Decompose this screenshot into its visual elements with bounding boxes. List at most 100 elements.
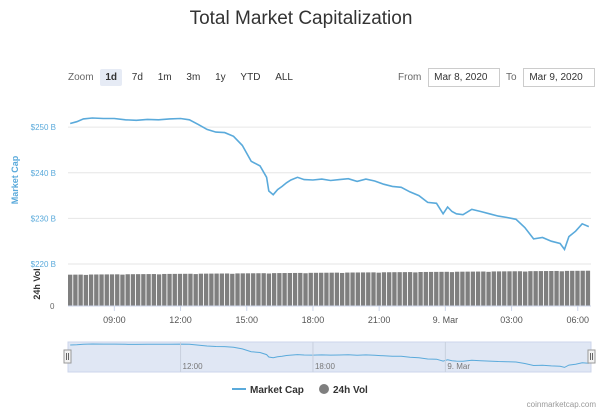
volume-bar <box>104 274 109 306</box>
x-axis-ticks: 09:00 12:00 15:00 18:00 21:00 9. Mar 03:00 06:0… <box>103 306 589 325</box>
volume-bar <box>193 274 198 306</box>
to-date-input[interactable]: Mar 9, 2020 <box>523 68 596 87</box>
volume-bar <box>449 272 455 306</box>
volume-bar <box>235 273 240 306</box>
volume-bar <box>381 272 387 306</box>
x-tick-label: 06:00 <box>566 315 589 325</box>
volume-bar <box>470 271 476 306</box>
volume-bar <box>292 272 298 306</box>
volume-bar <box>434 271 439 306</box>
market-cap-line <box>69 117 590 252</box>
volume-bar <box>428 271 434 306</box>
volume-bar <box>183 273 188 306</box>
navigator-ticks: 12:00 18:00 9. Mar <box>180 342 470 372</box>
volume-bar <box>266 273 272 306</box>
x-tick-label: 18:00 <box>302 315 325 325</box>
volume-bar <box>366 272 371 306</box>
y-tick-label: $220 B <box>31 260 56 269</box>
legend-label-24h-vol: 24h Vol <box>333 385 368 396</box>
volume-bars <box>68 270 591 306</box>
volume-bar <box>496 271 502 306</box>
navigator-right-handle[interactable] <box>587 349 596 364</box>
volume-bar <box>465 271 470 306</box>
volume-bar <box>135 274 141 306</box>
navigator-selection[interactable] <box>67 341 592 373</box>
volume-bar <box>94 274 99 306</box>
zoom-button-1d[interactable]: 1d <box>100 69 123 86</box>
y-tick-label: $250 B <box>31 123 56 132</box>
volume-bar <box>188 273 193 306</box>
zoom-button-3m[interactable]: 3m <box>186 72 201 83</box>
volume-bar <box>162 273 167 306</box>
volume-bar <box>517 271 523 306</box>
zoom-button-1m[interactable]: 1m <box>157 72 172 83</box>
chart-title: Total Market Capitalization <box>189 8 413 29</box>
volume-bar <box>313 272 319 306</box>
zoom-label: Zoom <box>68 72 94 83</box>
credit-link[interactable]: coinmarketcap.com <box>526 400 596 409</box>
zoom-button-7d[interactable]: 7d <box>131 72 143 83</box>
volume-bar <box>203 273 209 306</box>
volume-bar <box>156 274 162 306</box>
volume-bar <box>402 272 408 306</box>
navigator-left-handle[interactable] <box>63 349 72 364</box>
zoom-controls: Zoom 1d 7d 1m 3m 1y YTD ALL <box>68 69 300 86</box>
volume-bar <box>575 270 580 306</box>
volume-bar <box>491 271 496 306</box>
volume-bar <box>423 271 428 306</box>
volume-bar <box>271 273 277 306</box>
volume-bar <box>549 271 554 306</box>
volume-bar <box>146 274 151 306</box>
volume-bar <box>319 272 324 306</box>
volume-bar <box>559 271 564 306</box>
zoom-button-ytd[interactable]: YTD <box>240 72 261 83</box>
y-axis-label: Market Cap <box>10 155 20 204</box>
volume-bar <box>554 270 559 306</box>
volume-bar <box>360 272 366 306</box>
volume-bar <box>198 273 204 306</box>
volume-bar <box>73 274 78 306</box>
zoom-button-all[interactable]: ALL <box>275 72 293 83</box>
x-tick-label: 21:00 <box>368 315 391 325</box>
y-axis-ticks: $220 B $230 B $240 B $250 B <box>31 123 56 269</box>
volume-bar <box>329 272 334 306</box>
volume-bar <box>78 274 83 306</box>
volume-bar <box>256 273 261 306</box>
y-tick-label: $240 B <box>31 169 56 178</box>
volume-bar <box>481 271 486 306</box>
volume-bar <box>209 273 214 306</box>
volume-bar <box>261 273 266 306</box>
to-range: To Mar 9, 2020 <box>506 68 596 87</box>
volume-bar <box>230 273 235 306</box>
volume-bar <box>68 274 73 306</box>
volume-bar <box>167 273 172 306</box>
volume-bar <box>308 272 313 306</box>
volume-bar <box>109 274 115 306</box>
volume-bar <box>407 272 413 306</box>
volume-bar <box>177 273 183 306</box>
volume-bar <box>277 273 282 306</box>
zoom-button-1y[interactable]: 1y <box>215 72 226 83</box>
volume-bar <box>523 271 528 306</box>
volume-bar <box>345 272 350 306</box>
from-date-input[interactable]: Mar 8, 2020 <box>428 68 501 87</box>
volume-bar <box>585 270 591 306</box>
from-range: From Mar 8, 2020 <box>398 68 501 87</box>
volume-bar <box>83 274 89 306</box>
navigator-tick-label: 18:00 <box>315 362 336 371</box>
volume-bar <box>397 272 402 306</box>
from-label: From <box>398 72 422 83</box>
volume-bar <box>580 270 585 306</box>
legend-item-24h-vol[interactable]: 24h Vol <box>319 384 368 396</box>
legend-item-market-cap[interactable]: Market Cap <box>232 385 304 396</box>
grid-lines <box>68 126 591 265</box>
volume-bar <box>115 274 120 306</box>
volume-bar <box>339 272 345 306</box>
navigator-line <box>70 343 589 368</box>
volume-bar <box>387 272 392 306</box>
volume-bar <box>350 272 355 306</box>
volume-bar <box>570 270 575 306</box>
volume-bar <box>502 271 507 306</box>
volume-bar <box>214 273 219 306</box>
